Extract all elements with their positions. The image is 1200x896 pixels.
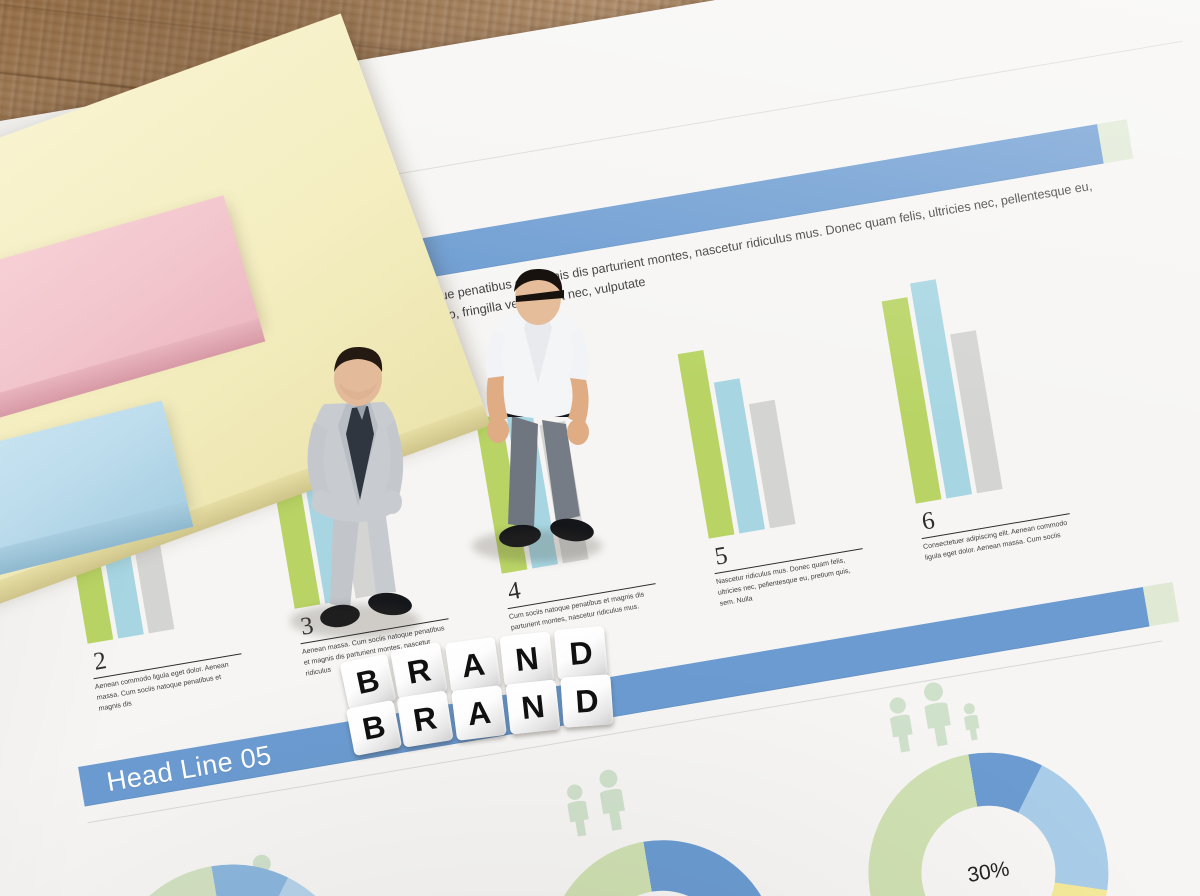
brand-bead-d-row1[interactable]: D (553, 625, 609, 681)
bead-letter: A (458, 645, 487, 684)
bead-letter: D (574, 681, 600, 720)
figurine-svg (307, 346, 412, 628)
bead-letter: D (567, 633, 595, 672)
donut-chart-3-percent-label: 30% (965, 857, 1011, 888)
bead-letter: R (404, 650, 434, 691)
figurine-shadow (290, 604, 420, 638)
bead-letter: N (513, 639, 541, 678)
bead-letter: B (359, 708, 389, 747)
figurine-svg (486, 268, 594, 548)
bead-letter: R (410, 698, 440, 739)
brand-bead-b-row2[interactable]: B (345, 699, 403, 757)
person-pictogram-group-3 (880, 674, 985, 754)
person-icon (599, 769, 626, 831)
donut-chart-3-center: 30% (911, 795, 1066, 896)
figurine-businessman-white-shirt[interactable] (442, 268, 632, 568)
donut-chart-3: 30% (850, 734, 1127, 896)
person-pictogram-group-2 (558, 766, 634, 838)
band-tail-accent (1142, 581, 1180, 627)
brand-bead-d-row2[interactable]: D (560, 674, 614, 728)
person-icon (963, 703, 980, 741)
brand-bead-n-row1[interactable]: N (499, 631, 555, 687)
brand-bead-a-row1[interactable]: A (444, 636, 502, 694)
bar-group-6 (880, 273, 1008, 504)
bead-letter: A (465, 693, 493, 732)
figurine-shadow (472, 530, 602, 562)
person-icon (567, 784, 590, 837)
brand-bead-n-row2[interactable]: N (505, 679, 561, 735)
donut-chart-2-center: 20% (588, 880, 737, 896)
bead-letter: N (519, 687, 547, 726)
bar-group-5 (677, 339, 801, 539)
brand-bead-r-row2[interactable]: R (396, 690, 454, 748)
person-icon (924, 682, 951, 747)
figurine-businessman-grey-suit[interactable] (272, 342, 442, 642)
headline-05-label: Head Line 05 (104, 739, 274, 797)
bead-letter: B (353, 662, 383, 701)
band-tail-accent (1097, 119, 1134, 164)
brand-bead-a-row2[interactable]: A (451, 685, 507, 741)
person-icon (889, 697, 913, 753)
